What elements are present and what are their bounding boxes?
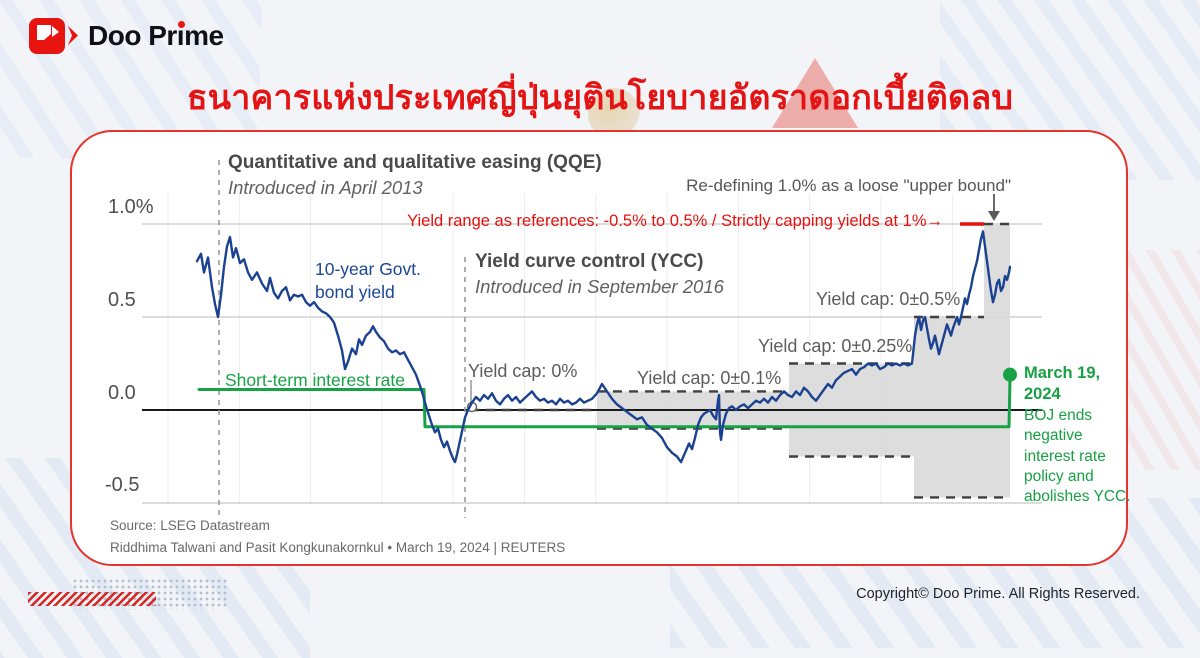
cap-label-0: Yield cap: 0% <box>468 361 578 381</box>
qqe-annotation: Quantitative and qualitative easing (QQE… <box>228 152 602 199</box>
footer-red-hatch <box>28 592 156 606</box>
march-2024-annotation: March 19, 2024 BOJ ends negative interes… <box>1024 363 1136 507</box>
doo-prime-logo-text: Doo Prı me <box>88 20 224 52</box>
march-2024-dot <box>1003 367 1017 382</box>
cap-label-0-5: Yield cap: 0±0.5% <box>816 289 961 309</box>
yield-range-note: Yield range as references: -0.5% to 0.5%… <box>407 212 943 230</box>
logo-letter-i: ı <box>176 20 185 51</box>
short-rate-label: Short-term interest rate <box>225 370 405 390</box>
yield-cap-band <box>914 317 1010 498</box>
credit-line: Riddhima Talwani and Pasit Kongkunakornk… <box>110 540 566 555</box>
chart-card: 1.0% 0.5 0.0 -0.5 Quantitative and quali… <box>70 130 1131 566</box>
down-arrow-head <box>988 211 1000 221</box>
doo-prime-logo-icon <box>29 18 78 54</box>
ycc-subtitle: Introduced in September 2016 <box>475 276 724 297</box>
cap0-circle-marker <box>466 401 478 413</box>
copyright-text: Copyright© Doo Prime. All Rights Reserve… <box>856 586 1140 602</box>
bond-yield-label: 10-year Govt. bond yield <box>315 259 422 302</box>
y-tick-0-0: 0.0 <box>108 382 136 404</box>
cap-label-0-25: Yield cap: 0±0.25% <box>758 336 913 356</box>
ycc-annotation: Yield curve control (YCC) Introduced in … <box>475 251 724 298</box>
cap-label-0-1: Yield cap: 0±0.1% <box>637 368 782 388</box>
y-tick-neg-0-5: -0.5 <box>105 474 140 496</box>
y-tick-1-0: 1.0% <box>108 196 154 218</box>
ycc-title: Yield curve control (YCC) <box>475 251 704 272</box>
march-2024-body: BOJ ends negative interest rate policy a… <box>1024 407 1131 505</box>
yield-cap-band <box>789 363 914 457</box>
source-line: Source: LSEG Datastream <box>110 518 270 533</box>
logo-text-pre: Doo Pr <box>88 20 177 51</box>
logo-text-post: me <box>184 20 224 51</box>
upper-bound-note: Re-defining 1.0% as a loose "upper bound… <box>686 176 1011 195</box>
yield-cap-band <box>597 391 789 429</box>
qqe-subtitle: Introduced in April 2013 <box>228 177 423 198</box>
y-tick-0-5: 0.5 <box>108 289 136 311</box>
qqe-title: Quantitative and qualitative easing (QQE… <box>228 152 602 173</box>
header: Doo Prı me <box>28 14 224 58</box>
logo-red-dot <box>177 21 185 28</box>
march-2024-date: March 19, 2024 <box>1024 364 1101 403</box>
page-title: ธนาคารแห่งประเทศญี่ปุ่นยุตินโยบายอัตราดอ… <box>186 79 1014 117</box>
yield-cap-band <box>984 224 1010 317</box>
